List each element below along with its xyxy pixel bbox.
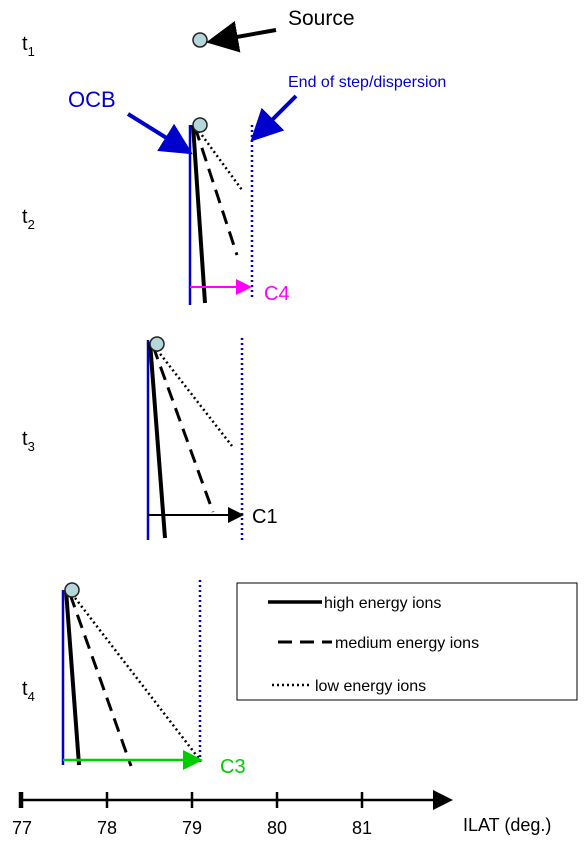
legend-label: low energy ions bbox=[315, 678, 426, 695]
legend-label: medium energy ions bbox=[335, 635, 479, 652]
low-energy-line bbox=[71, 593, 201, 761]
high-energy-line bbox=[64, 589, 81, 766]
panel-label: C3 bbox=[220, 756, 246, 778]
source-label: Source bbox=[288, 7, 355, 30]
ocb-arrow bbox=[126, 112, 193, 155]
source-arrow bbox=[206, 21, 277, 53]
panel-label: C1 bbox=[252, 506, 278, 528]
tick-label: 79 bbox=[182, 818, 202, 838]
panel-label: C4 bbox=[264, 283, 290, 305]
time-label: t3 bbox=[22, 428, 35, 454]
ocb-label: OCB bbox=[68, 87, 116, 112]
tick-label: 81 bbox=[352, 818, 372, 838]
high-energy-line bbox=[148, 341, 167, 539]
low-energy-line bbox=[194, 126, 244, 191]
tick-label: 77 bbox=[12, 818, 32, 838]
time-label: t4 bbox=[22, 678, 35, 704]
source-marker bbox=[149, 336, 165, 352]
axis-title: ILAT (deg.) bbox=[463, 815, 551, 835]
medium-energy-line bbox=[68, 593, 133, 767]
time-label: t2 bbox=[22, 206, 35, 232]
source-marker bbox=[192, 32, 208, 48]
dispersion-arrow bbox=[250, 94, 298, 142]
medium-energy-line bbox=[193, 126, 239, 256]
low-energy-line bbox=[153, 345, 233, 447]
source-marker bbox=[192, 117, 208, 133]
high-energy-line bbox=[191, 124, 207, 304]
source-marker bbox=[64, 582, 80, 598]
time-label: t1 bbox=[22, 33, 35, 59]
legend-label: high energy ions bbox=[324, 595, 441, 612]
dispersion-label: End of step/dispersion bbox=[288, 74, 446, 91]
medium-energy-line bbox=[151, 345, 215, 513]
axis-ticks: 77 78 79 80 81 bbox=[12, 792, 372, 838]
tick-label: 78 bbox=[97, 818, 117, 838]
tick-label: 80 bbox=[267, 818, 287, 838]
